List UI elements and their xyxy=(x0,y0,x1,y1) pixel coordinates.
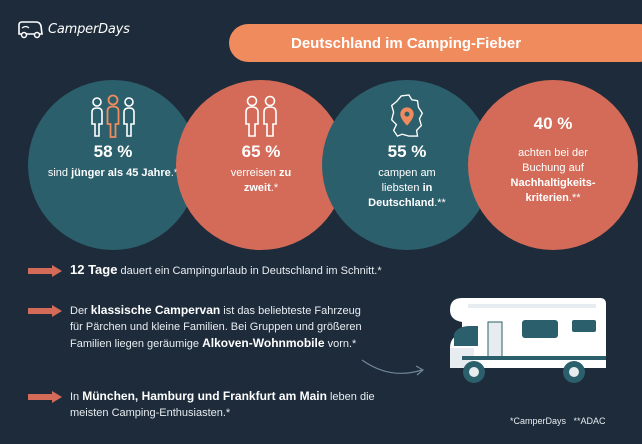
title-banner: Deutschland im Camping-Fieber xyxy=(229,24,642,62)
stat-percent: 55 % xyxy=(387,142,427,161)
swoosh-arrow-icon xyxy=(361,359,425,376)
arrow-right-icon xyxy=(28,305,62,317)
camper-van-illustration xyxy=(450,298,606,383)
page-title: Deutschland im Camping-Fieber xyxy=(291,34,522,52)
fact-text: In München, Hamburg und Frankfurt am Mai… xyxy=(70,389,375,419)
fact-vehicle: Der klassische Campervan ist das beliebt… xyxy=(28,302,408,352)
footnote-sources: *CamperDays **ADAC xyxy=(510,416,606,426)
stat-description: campen am liebsten in Deutschland.** xyxy=(368,167,446,209)
arrow-right-icon xyxy=(28,265,62,277)
germany-map-pin-icon xyxy=(390,94,424,137)
stat-circle-sustainability: 40 % achten bei der Buchung auf Nachhalt… xyxy=(468,80,638,250)
stat-circle-couples: 65 % verreisen zu zweit.* xyxy=(176,80,346,250)
arrow-right-icon xyxy=(28,391,62,403)
fact-cities: In München, Hamburg und Frankfurt am Mai… xyxy=(28,388,380,421)
fact-text: 12 Tage dauert ein Campingurlaub in Deut… xyxy=(70,262,382,277)
fact-text: Der klassische Campervan ist das beliebt… xyxy=(70,303,362,350)
fact-duration: 12 Tage dauert ein Campingurlaub in Deut… xyxy=(28,262,382,279)
stat-circle-germany: 55 % campen am liebsten in Deutschland.*… xyxy=(322,80,492,250)
brand-name: CamperDays xyxy=(48,21,130,37)
people-icon xyxy=(91,94,135,138)
stat-percent: 65 % xyxy=(241,142,281,161)
stat-percent: 58 % xyxy=(93,142,133,161)
stat-circle-age: 58 % sind jünger als 45 Jahre.* xyxy=(28,80,198,250)
brand-logo: CamperDays xyxy=(16,18,130,40)
camper-logo-icon xyxy=(18,21,43,39)
stat-percent: 40 % xyxy=(533,114,573,133)
couple-icon xyxy=(245,95,277,137)
stat-description: achten bei der Buchung auf Nachhaltigkei… xyxy=(510,147,596,204)
stat-description: verreisen zu zweit.* xyxy=(230,167,292,194)
stat-description: sind jünger als 45 Jahre.* xyxy=(47,167,179,179)
